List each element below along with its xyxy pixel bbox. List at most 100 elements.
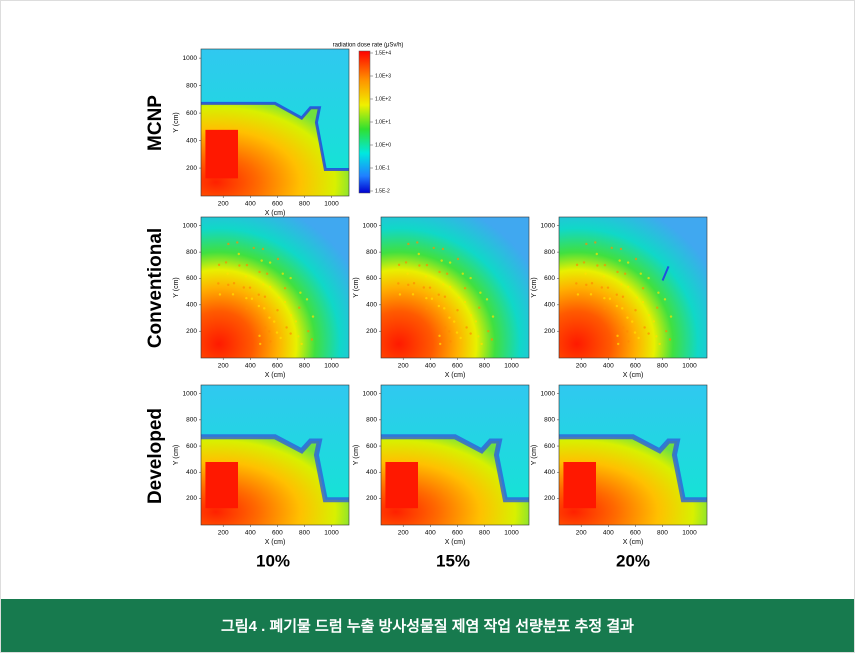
y-tick-label: 1000 — [363, 390, 378, 397]
y-tick-label: 1000 — [541, 390, 556, 397]
noise-speck — [626, 261, 630, 264]
y-axis-label: Y (cm) — [173, 445, 180, 465]
noise-speck — [487, 329, 490, 333]
y-tick-label: 400 — [186, 469, 197, 476]
noise-speck — [258, 270, 261, 274]
noise-speck — [226, 272, 229, 275]
noise-speck — [444, 326, 447, 329]
plot-frame — [558, 216, 708, 359]
y-tick-label: 800 — [186, 249, 197, 256]
y-tick-label: 400 — [366, 302, 377, 309]
colorbar-label: 1.0E+0 — [375, 142, 391, 148]
noise-speck — [259, 342, 262, 346]
y-tick-label: 200 — [366, 495, 377, 502]
noise-speck — [232, 282, 236, 285]
heatmap-panel — [558, 216, 708, 359]
x-tick-label: 200 — [576, 363, 587, 370]
x-axis-label: X (cm) — [445, 539, 466, 546]
noise-speck — [445, 272, 449, 275]
y-tick-label: 200 — [186, 495, 197, 502]
noise-speck — [398, 293, 402, 296]
noise-speck — [424, 275, 428, 278]
y-tick-label: 600 — [544, 275, 555, 282]
noise-speck — [260, 259, 263, 262]
noise-speck — [257, 293, 260, 296]
plot-frame — [380, 216, 530, 359]
y-tick-label: 600 — [366, 443, 377, 450]
y-tick-label: 400 — [544, 302, 555, 309]
noise-speck — [663, 298, 667, 301]
x-tick-label: 400 — [245, 201, 256, 208]
x-axis-label: X (cm) — [265, 539, 286, 546]
y-tick-label: 400 — [186, 137, 197, 144]
noise-speck — [595, 252, 598, 256]
colorbar-label: 1.5E+4 — [375, 50, 391, 56]
noise-speck — [416, 241, 419, 244]
x-tick-label: 600 — [272, 530, 283, 537]
noise-speck — [647, 332, 650, 335]
noise-speck — [231, 293, 235, 296]
x-tick-label: 800 — [479, 363, 490, 370]
y-tick-label: 1000 — [541, 222, 556, 229]
colorbar-label: 1.0E+2 — [375, 96, 391, 102]
y-tick-label: 800 — [366, 249, 377, 256]
noise-speck — [441, 247, 445, 251]
y-tick-label: 600 — [366, 275, 377, 282]
noise-speck — [641, 300, 645, 304]
noise-speck — [585, 242, 588, 246]
x-tick-label: 800 — [299, 363, 310, 370]
y-tick-label: 800 — [544, 417, 555, 424]
noise-speck — [258, 334, 261, 338]
noise-speck — [277, 296, 281, 299]
colorbar — [358, 50, 371, 194]
noise-speck — [412, 282, 416, 285]
shield-line — [201, 434, 349, 503]
y-tick-label: 1000 — [183, 55, 198, 62]
y-tick-label: 400 — [544, 469, 555, 476]
noise-speck — [242, 286, 246, 289]
plot-frame — [380, 384, 530, 526]
noise-speck — [245, 296, 248, 300]
noise-speck — [485, 298, 489, 301]
x-tick-label: 400 — [245, 363, 256, 370]
y-tick-label: 1000 — [183, 222, 198, 229]
x-tick-label: 400 — [603, 530, 614, 537]
noise-speck — [463, 300, 467, 304]
noise-speck — [634, 257, 638, 261]
x-tick-label: 200 — [398, 530, 409, 537]
noise-speck — [457, 296, 461, 299]
noise-speck — [469, 332, 472, 335]
y-axis-label: Y (cm) — [353, 277, 360, 297]
noise-speck — [440, 259, 443, 262]
noise-speck — [621, 295, 625, 298]
noise-speck — [298, 306, 301, 309]
noise-speck — [643, 326, 646, 329]
y-tick-label: 600 — [544, 443, 555, 450]
noise-speck — [285, 326, 288, 329]
noise-speck — [608, 297, 612, 300]
noise-speck — [397, 263, 401, 267]
noise-speck — [435, 315, 439, 318]
heatmap-panel — [558, 384, 708, 526]
noise-speck — [617, 342, 620, 346]
noise-speck — [641, 286, 645, 290]
noise-speck — [656, 306, 659, 309]
noise-speck — [658, 342, 661, 346]
colorbar-label: 1.0E+1 — [375, 119, 391, 125]
colorbar-title: radiation dose rate (μSv/h) — [333, 43, 404, 49]
y-tick-label: 200 — [544, 495, 555, 502]
noise-speck — [469, 314, 473, 317]
noise-speck — [637, 336, 640, 340]
noise-speck — [237, 252, 240, 256]
noise-speck — [283, 286, 287, 290]
y-axis-label: Y (cm) — [353, 445, 360, 465]
noise-speck — [453, 320, 456, 323]
noise-speck — [442, 283, 445, 286]
noise-speck — [265, 272, 269, 275]
heatmap-panel — [380, 384, 530, 526]
x-tick-label: 200 — [398, 363, 409, 370]
noise-speck — [465, 326, 468, 329]
noise-speck — [269, 340, 272, 343]
x-tick-label: 800 — [299, 530, 310, 537]
noise-speck — [417, 252, 420, 256]
